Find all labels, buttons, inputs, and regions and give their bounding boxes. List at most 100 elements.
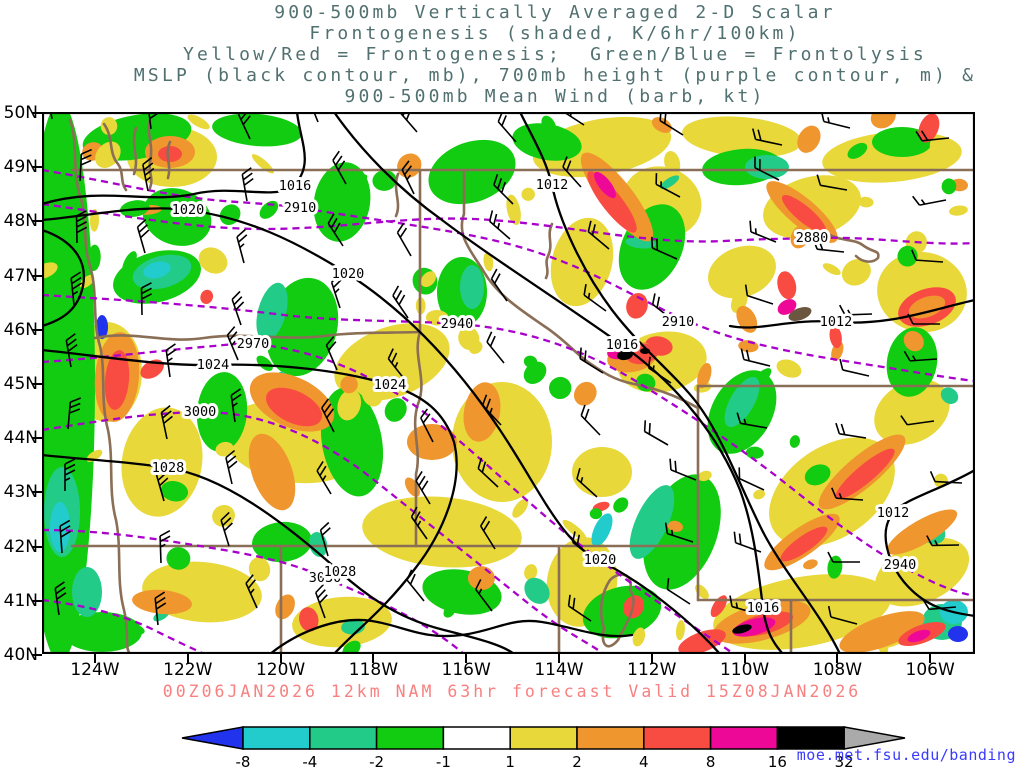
shading-blob xyxy=(256,355,273,371)
wind-barb xyxy=(643,420,669,446)
lat-tick xyxy=(32,383,42,385)
wind-barb xyxy=(225,449,238,485)
height-contour xyxy=(42,410,605,654)
shading-blob xyxy=(777,299,797,315)
wind-barb xyxy=(54,581,67,616)
contour-label: 1016 xyxy=(747,600,780,616)
contour-label: 1016 xyxy=(279,178,312,194)
shading-blob xyxy=(745,446,764,459)
shading-blob xyxy=(678,177,688,188)
wind-barb xyxy=(560,112,585,126)
wind-barb xyxy=(567,594,592,622)
mslp-contour xyxy=(42,228,86,328)
contour-labels-layer: 2910 2880 2940 2910 2970 3000 3030 2940 1016 1020… xyxy=(149,174,920,619)
wind-barb xyxy=(754,156,780,181)
shading-blob xyxy=(215,441,234,457)
wind-barb xyxy=(576,467,598,498)
wind-barb xyxy=(490,268,508,302)
shading-blob xyxy=(797,125,821,153)
site-link[interactable]: moe.met.fsu.edu/banding xyxy=(796,746,1016,764)
wind-barb xyxy=(406,569,425,602)
contour-label: 2880 xyxy=(796,230,829,246)
colorbar-segment xyxy=(509,726,578,750)
shading-blob xyxy=(524,564,538,581)
lat-label: 47N xyxy=(3,265,38,286)
shading-blob xyxy=(858,196,874,208)
wind-barb xyxy=(415,470,431,505)
shading-blob xyxy=(252,521,312,563)
wind-barb xyxy=(831,487,864,501)
wind-barb xyxy=(900,415,935,426)
shading-blob xyxy=(941,178,957,195)
shading-blob xyxy=(200,289,214,305)
shading-blob xyxy=(96,315,108,339)
lat-tick xyxy=(32,220,42,223)
shading-blob xyxy=(100,117,118,135)
colorbar-tick-label: 16 xyxy=(768,753,787,768)
wind-barb xyxy=(475,579,493,612)
contour-label: 1020 xyxy=(332,266,365,282)
shading-blob xyxy=(626,293,648,319)
shading-blob xyxy=(822,196,839,227)
shading-blob xyxy=(660,175,680,190)
wind-barb xyxy=(571,531,595,560)
lat-tick xyxy=(32,545,42,548)
wind-barb xyxy=(562,156,582,188)
wind-barb xyxy=(325,336,338,371)
wind-barb xyxy=(651,236,678,260)
shading-blob xyxy=(248,557,271,582)
shading-blob xyxy=(299,607,319,632)
shading-blob xyxy=(104,350,130,410)
contour-label: 2940 xyxy=(441,316,474,332)
wind-barb xyxy=(827,605,858,625)
colorbar-tick-label: 2 xyxy=(572,753,582,768)
shading-blob xyxy=(940,387,959,404)
shading-blob xyxy=(443,603,456,618)
shading-blob xyxy=(724,377,760,427)
wind-barb xyxy=(666,578,691,605)
lat-label: 48N xyxy=(3,211,38,232)
state-borders-layer xyxy=(68,118,975,654)
shading-blob xyxy=(695,584,709,600)
lat-label: 41N xyxy=(3,590,38,611)
lat-label: 44N xyxy=(3,428,38,449)
shading-blob xyxy=(251,154,274,174)
wind-barb xyxy=(159,529,171,564)
shading-blob xyxy=(541,115,557,135)
lat-label: 43N xyxy=(3,482,38,503)
wind-barb xyxy=(812,238,845,253)
wind-barb xyxy=(835,422,867,439)
lon-label: 120W xyxy=(255,660,306,680)
lat-label: 49N xyxy=(3,157,38,178)
title-line-2: Frontogenesis (shaded, K/6hr/100km) xyxy=(309,23,801,44)
wind-barb xyxy=(315,583,328,619)
shading-blob xyxy=(187,114,210,130)
shading-blob xyxy=(345,174,368,189)
wind-barb xyxy=(316,460,332,495)
state-border xyxy=(166,140,172,180)
shading-blob xyxy=(866,155,890,179)
colorbar-segment xyxy=(242,726,311,750)
shading-blob xyxy=(219,204,241,226)
wind-barb xyxy=(749,220,777,243)
lat-tick xyxy=(32,599,42,602)
shading-blob xyxy=(212,113,302,147)
wind-barb xyxy=(659,112,684,136)
contour-label: 1020 xyxy=(172,202,205,218)
shading-blob xyxy=(123,622,145,635)
wind-barb xyxy=(165,343,177,378)
lon-tick xyxy=(743,654,746,663)
contour-label: 3000 xyxy=(184,404,217,420)
shading-blob xyxy=(549,376,572,400)
wind-barb xyxy=(915,130,950,142)
lon-tick xyxy=(558,654,560,663)
shading-blob xyxy=(629,485,675,559)
shading-blob xyxy=(736,305,758,333)
shading-blob xyxy=(745,155,789,179)
shading-blob xyxy=(874,537,970,607)
shading-blob xyxy=(463,382,501,442)
wind-barb xyxy=(67,397,82,430)
wind-barb xyxy=(420,408,434,443)
forecast-map: 2910 2880 2940 2910 2970 3000 3030 2940 1016 1020… xyxy=(42,112,975,654)
